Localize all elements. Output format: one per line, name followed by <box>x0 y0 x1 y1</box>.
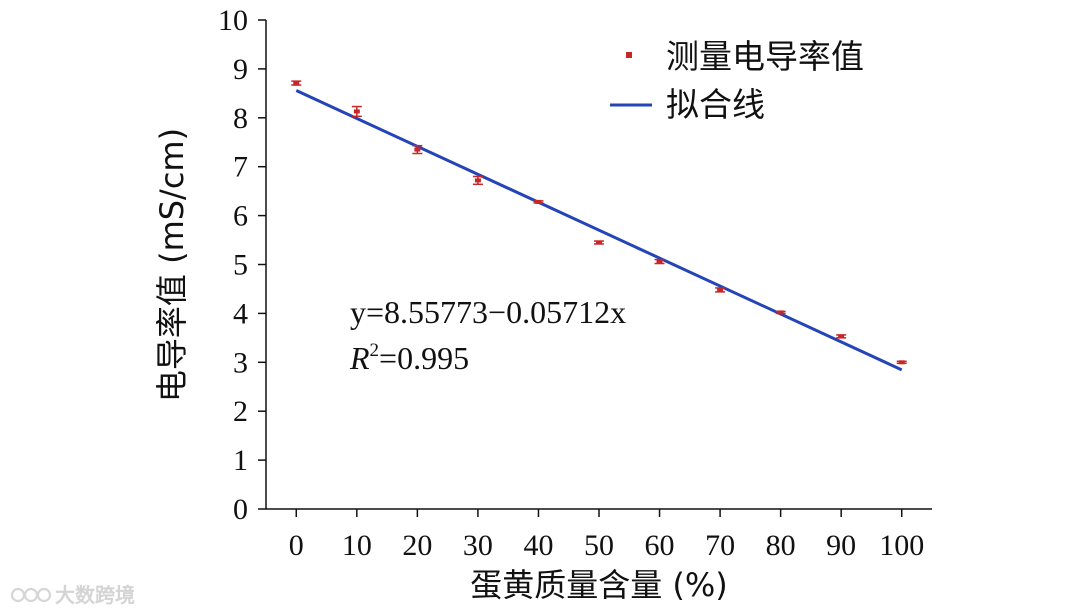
infinity-logo-icon <box>10 587 52 603</box>
data-point <box>715 287 726 293</box>
x-tick-label: 40 <box>523 529 553 562</box>
y-tick-label: 0 <box>233 493 248 526</box>
fit-annotation: y=8.55773−0.05712x R2=0.995 <box>349 294 626 376</box>
point-marker <box>474 178 481 183</box>
point-marker <box>353 109 360 114</box>
x-tick-label: 30 <box>463 529 493 562</box>
y-tick-label: 2 <box>233 395 248 428</box>
watermark-text: 大数跨境 <box>55 583 135 607</box>
data-point <box>291 80 302 86</box>
points-group <box>291 80 907 365</box>
legend: 测量电导率值 拟合线 <box>610 37 864 124</box>
x-ticks: 0 10 20 30 40 50 60 70 80 90 100 <box>289 509 924 562</box>
axes <box>265 20 932 510</box>
y-tick-label: 4 <box>233 297 248 330</box>
data-point <box>836 334 847 339</box>
point-marker <box>656 259 663 264</box>
y-tick-label: 1 <box>233 444 248 477</box>
x-tick-label: 60 <box>645 529 675 562</box>
legend-label-fit: 拟合线 <box>666 85 765 124</box>
y-tick-label: 7 <box>233 151 248 184</box>
data-point <box>412 144 423 155</box>
y-tick-label: 6 <box>233 200 248 233</box>
y-tick-label: 10 <box>218 4 248 37</box>
y-tick-label: 3 <box>233 346 248 379</box>
legend-label-measured: 测量电导率值 <box>666 37 864 76</box>
point-marker <box>838 334 845 339</box>
data-point <box>775 310 786 315</box>
data-point <box>351 105 362 118</box>
x-axis-title: 蛋黄质量含量 (%) <box>470 566 728 604</box>
point-marker <box>535 199 542 204</box>
legend-marker-measured <box>626 52 632 58</box>
data-point <box>654 258 665 265</box>
y-tick-label: 8 <box>233 102 248 135</box>
watermark: 大数跨境 <box>10 583 135 607</box>
point-marker <box>717 287 724 292</box>
point-marker <box>293 81 300 86</box>
data-point <box>594 240 604 245</box>
equation-text: y=8.55773−0.05712x <box>350 294 626 330</box>
x-tick-label: 0 <box>289 529 304 562</box>
data-point <box>472 175 483 186</box>
x-tick-label: 50 <box>584 529 614 562</box>
r-squared-symbol: R <box>349 340 370 376</box>
r-squared-exponent: 2 <box>370 340 380 361</box>
y-tick-label: 5 <box>233 249 248 282</box>
x-tick-label: 80 <box>766 529 796 562</box>
x-tick-label: 10 <box>342 529 372 562</box>
x-tick-label: 90 <box>826 529 856 562</box>
fit-line-group <box>295 89 903 372</box>
point-marker <box>777 310 784 315</box>
point-marker <box>596 240 602 245</box>
data-point <box>533 199 544 204</box>
x-tick-label: 70 <box>705 529 735 562</box>
data-point <box>896 360 907 365</box>
r-squared-value: =0.995 <box>379 340 469 376</box>
x-tick-label: 100 <box>879 529 924 562</box>
fit-line <box>295 89 903 372</box>
r-squared-text: R2=0.995 <box>349 340 469 376</box>
y-axis-title: 电导率值 (mS/cm) <box>153 128 191 402</box>
x-tick-label: 20 <box>402 529 432 562</box>
y-ticks: 0 1 2 3 4 5 6 7 8 9 10 <box>218 4 266 526</box>
y-tick-label: 9 <box>233 53 248 86</box>
point-marker <box>414 147 421 152</box>
point-marker <box>898 360 905 365</box>
